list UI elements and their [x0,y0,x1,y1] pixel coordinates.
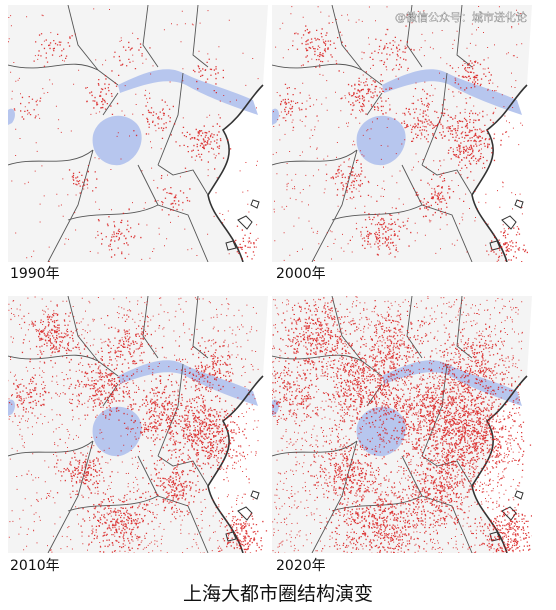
islands [225,490,260,542]
sea [472,5,532,262]
lake [92,115,142,166]
figure-title: 上海大都市圈结构演变 [183,583,373,605]
river [382,69,522,115]
boundary [8,296,209,553]
map-panel [8,296,268,553]
panel-label: 2010年 [10,558,60,574]
lake [8,108,15,125]
river [118,360,258,406]
lake [92,406,142,457]
urban-dots [272,6,528,262]
urban-dots [8,296,268,553]
coastline [207,375,264,553]
islands [489,199,524,251]
river [118,69,258,115]
sea [472,296,532,553]
sea [208,296,268,553]
coastline [207,84,264,262]
boundary [272,5,473,262]
panel-label: 2020年 [276,558,326,574]
map-panel [272,5,532,262]
lake [272,108,279,125]
coastline [471,84,528,262]
urban-dots [272,296,532,553]
sea [208,5,268,262]
map-panel [8,5,268,262]
islands [225,199,260,251]
panels [8,5,532,553]
panel-label: 2000年 [276,266,326,282]
lake [356,115,406,166]
lake [8,399,15,416]
river [382,360,522,406]
watermark: @微信公众号：城市进化论 [395,10,527,24]
map-panel [272,296,532,553]
panel-label: 1990年 [10,266,60,282]
